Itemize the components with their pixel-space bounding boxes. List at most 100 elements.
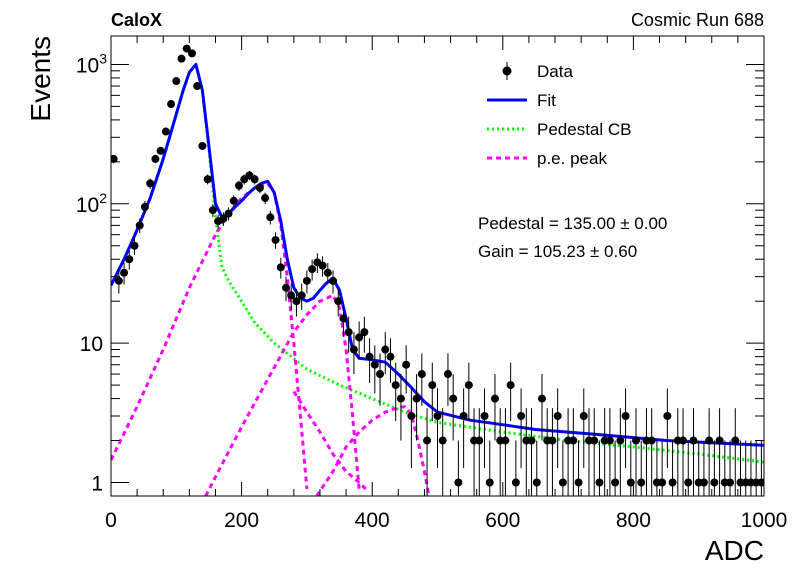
data-marker: [699, 478, 708, 487]
data-point: [449, 374, 458, 441]
data-point: [151, 154, 160, 164]
pe-peak-curve: [315, 405, 431, 496]
data-marker: [548, 436, 557, 445]
data-point: [208, 204, 217, 217]
data-point: [470, 408, 479, 496]
data-point: [125, 250, 134, 270]
x-tick-label: 0: [105, 509, 117, 532]
legend-label: Fit: [537, 91, 556, 110]
data-marker: [553, 412, 562, 421]
data-point: [417, 353, 426, 406]
data-marker: [490, 394, 499, 403]
data-marker: [454, 478, 463, 487]
run-label: Cosmic Run 688: [631, 10, 764, 30]
data-marker: [558, 478, 567, 487]
data-marker: [376, 370, 385, 379]
data-point: [234, 180, 243, 192]
data-marker: [621, 412, 630, 421]
data-marker: [396, 394, 405, 403]
data-point: [553, 388, 562, 469]
data-marker: [318, 261, 327, 270]
data-point: [616, 408, 625, 496]
data-point: [318, 256, 327, 277]
data-marker: [125, 255, 134, 264]
data-marker: [224, 209, 233, 218]
data-marker: [459, 412, 468, 421]
data-point: [381, 332, 390, 375]
data-point: [187, 49, 196, 58]
data-marker: [464, 381, 473, 390]
data-marker: [276, 263, 285, 272]
legend-data-marker: [502, 66, 512, 76]
data-marker: [114, 276, 123, 285]
data-point: [156, 146, 165, 155]
data-point: [323, 262, 332, 285]
data-point: [146, 178, 155, 189]
data-marker: [480, 412, 489, 421]
data-marker: [475, 436, 484, 445]
data-point: [668, 440, 677, 496]
data-point: [266, 210, 275, 225]
data-point: [292, 288, 301, 317]
data-point: [454, 440, 463, 496]
data-marker: [574, 478, 583, 487]
data-point: [673, 408, 682, 496]
data-point: [344, 316, 353, 353]
data-point: [438, 408, 447, 496]
data-point: [329, 270, 338, 294]
data-point: [140, 200, 149, 214]
data-marker: [726, 478, 735, 487]
experiment-label: CaloX: [111, 10, 162, 30]
data-marker: [219, 214, 228, 223]
data-point: [135, 218, 144, 234]
legend-item: p.e. peak: [487, 149, 607, 168]
data-marker: [590, 436, 599, 445]
data-marker: [569, 436, 578, 445]
data-marker: [506, 381, 515, 390]
data-marker: [605, 436, 614, 445]
data-point: [522, 408, 531, 496]
x-tick-label: 200: [224, 509, 259, 532]
data-point: [302, 270, 311, 294]
data-marker: [595, 478, 604, 487]
data-marker: [632, 436, 641, 445]
data-point: [705, 408, 714, 496]
data-marker: [433, 412, 442, 421]
data-point: [459, 388, 468, 469]
data-marker: [297, 291, 306, 300]
data-point: [590, 408, 599, 496]
data-point: [715, 408, 724, 496]
legend-item: Pedestal CB: [487, 120, 632, 139]
data-point: [255, 182, 264, 194]
data-marker: [611, 478, 620, 487]
fit-curves: [111, 62, 764, 496]
data-point: [600, 408, 609, 496]
data-point: [182, 44, 191, 53]
y-tick-label: 103: [76, 50, 107, 77]
data-point: [679, 408, 688, 496]
data-marker: [261, 194, 270, 203]
data-point: [699, 440, 708, 496]
data-marker: [140, 202, 149, 211]
data-marker: [156, 146, 165, 155]
data-point: [365, 338, 374, 384]
data-marker: [663, 412, 672, 421]
data-marker: [537, 394, 546, 403]
y-tick-label: 10: [80, 333, 103, 356]
data-point: [407, 388, 416, 469]
plot-frame: [110, 35, 765, 497]
data-point: [355, 321, 364, 360]
data-marker: [705, 436, 714, 445]
data-point: [506, 362, 515, 421]
data-marker: [647, 436, 656, 445]
data-point: [198, 141, 207, 150]
data-point: [297, 283, 306, 310]
data-marker: [349, 345, 358, 354]
y-tick-label: 1: [91, 472, 103, 495]
data-point: [480, 388, 489, 469]
data-marker: [381, 345, 390, 354]
data-marker: [161, 127, 170, 136]
data-marker: [731, 436, 740, 445]
data-point: [537, 374, 546, 441]
data-marker: [182, 44, 191, 53]
